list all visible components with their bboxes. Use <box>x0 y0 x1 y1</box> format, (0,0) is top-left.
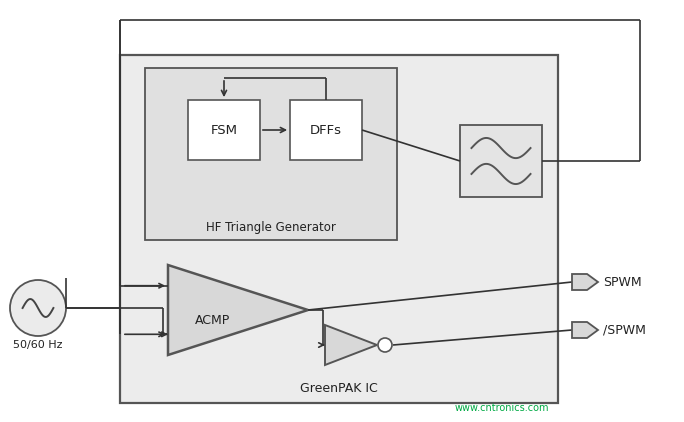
Text: www.cntronics.com: www.cntronics.com <box>455 403 549 413</box>
Circle shape <box>378 338 392 352</box>
Bar <box>188 100 260 160</box>
Polygon shape <box>572 322 598 338</box>
Circle shape <box>10 280 66 336</box>
Polygon shape <box>572 274 598 290</box>
Text: DFFs: DFFs <box>310 124 342 136</box>
Text: 50/60 Hz: 50/60 Hz <box>13 340 63 350</box>
Text: ACMP: ACMP <box>195 314 231 327</box>
Bar <box>290 100 362 160</box>
Text: /SPWM: /SPWM <box>603 324 646 336</box>
Polygon shape <box>168 265 308 355</box>
Bar <box>145 68 397 240</box>
Text: HF Triangle Generator: HF Triangle Generator <box>206 222 336 235</box>
Bar <box>460 125 542 197</box>
Text: SPWM: SPWM <box>603 276 642 289</box>
Text: GreenPAK IC: GreenPAK IC <box>300 382 378 395</box>
Text: FSM: FSM <box>211 124 237 136</box>
Bar <box>120 55 558 403</box>
Polygon shape <box>325 325 377 365</box>
